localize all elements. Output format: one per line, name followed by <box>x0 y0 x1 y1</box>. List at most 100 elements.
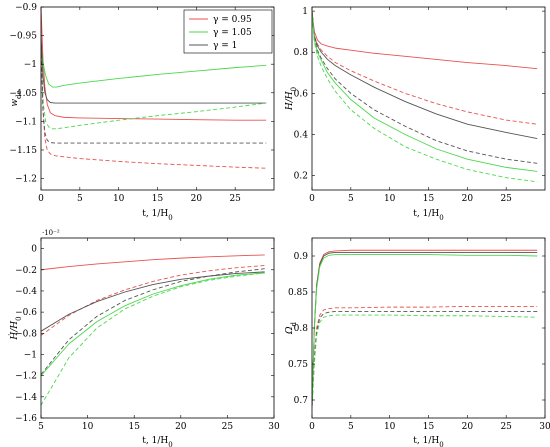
series-line-2 <box>41 265 265 336</box>
x-tick-label: 10 <box>384 422 396 432</box>
x-tick-label: 5 <box>38 422 44 432</box>
series-line-2 <box>312 251 538 408</box>
x-tick-label: 30 <box>539 422 550 432</box>
y-tick-label: 0 <box>31 245 37 255</box>
y-tick-label: −0.8 <box>15 329 37 339</box>
x-tick-label: 10 <box>82 422 94 432</box>
x-tick-label: 5 <box>348 194 354 204</box>
series-group <box>312 11 538 183</box>
y-tick-label: 0.4 <box>294 130 309 140</box>
x-tick-label: 15 <box>423 194 435 204</box>
y-axis-exponent: ·10⁻² <box>42 229 60 237</box>
chart-panel-2: 0 5 10 15 20 25 0.2 0.4 0.6 0.8 1 t, 1/H0 H/H0 <box>285 6 546 222</box>
y-tick-label: 0.85 <box>288 288 308 298</box>
y-tick-label: −1.2 <box>15 372 37 382</box>
series-line-4 <box>312 305 538 408</box>
x-axis-label: t, 1/H0 <box>413 436 443 447</box>
series-line-5 <box>312 11 538 172</box>
x-axis-label: t, 1/H0 <box>142 209 172 222</box>
x-tick-label: 20 <box>462 194 474 204</box>
y-tick-label: −1.6 <box>15 414 37 424</box>
y-tick-label: 0.6 <box>294 89 309 99</box>
legend-label: γ = 0.95 <box>213 15 252 25</box>
y-tick-label: 0.8 <box>294 324 309 334</box>
x-tick-label: 20 <box>175 422 187 432</box>
y-tick-label: 0.8 <box>294 48 309 58</box>
series-line-6 <box>41 41 267 144</box>
y-tick-label: −0.4 <box>15 287 37 297</box>
series-line-3 <box>312 254 538 408</box>
y-tick-label: −0.9 <box>15 3 37 13</box>
series-line-5 <box>41 47 267 130</box>
x-tick-label: 25 <box>222 422 234 432</box>
y-tick-label: −1 <box>24 350 37 360</box>
y-tick-label: 0.2 <box>294 172 308 182</box>
y-tick-label: −0.95 <box>9 32 37 42</box>
series-group <box>41 254 265 406</box>
series-line-5 <box>41 272 265 376</box>
x-tick-label: 25 <box>500 194 512 204</box>
series-line-4 <box>312 11 538 164</box>
series-line-1 <box>41 7 267 121</box>
x-tick-label: 15 <box>152 194 164 204</box>
x-tick-label: 15 <box>423 422 435 432</box>
series-line-3 <box>312 11 538 140</box>
y-tick-label: −1.4 <box>15 393 37 403</box>
y-tick-label: 1 <box>302 7 308 17</box>
series-group <box>312 249 538 408</box>
x-tick-label: 0 <box>38 194 44 204</box>
legend: γ = 0.95 γ = 1.05 γ = 1 <box>183 9 273 54</box>
y-tick-label: −1 <box>24 60 37 70</box>
x-axis-label: t, 1/H0 <box>413 209 443 222</box>
y-tick-label: 0.7 <box>294 396 309 406</box>
y-axis-label: H/H0 <box>285 87 298 111</box>
y-axis-label: wde <box>10 90 23 106</box>
series-line-4 <box>41 268 265 375</box>
series-line-2 <box>41 46 267 88</box>
series-line-3 <box>41 271 265 332</box>
y-tick-label: −0.6 <box>15 308 37 318</box>
x-tick-label: 10 <box>384 194 396 204</box>
y-axis-label: Ωd <box>285 322 298 335</box>
series-line-6 <box>41 272 265 406</box>
y-tick-label: −1.2 <box>15 175 37 185</box>
y-axis-label: Ḣ/H0 <box>8 316 23 340</box>
series-line-6 <box>312 11 538 183</box>
legend-label: γ = 1 <box>213 41 237 51</box>
series-line-2 <box>312 11 538 125</box>
series-line-1 <box>41 254 265 271</box>
series-line-5 <box>312 310 538 408</box>
x-tick-label: 30 <box>268 422 280 432</box>
legend-label: γ = 1.05 <box>213 28 252 38</box>
chart-panel-4: 0 5 10 15 20 25 30 0.7 0.75 0.8 0.85 0.9 t, 1/H0 Ωd <box>285 237 550 447</box>
series-line-4 <box>41 35 267 169</box>
plot-frame <box>40 237 275 419</box>
x-tick-label: 0 <box>309 422 315 432</box>
y-tick-label: 0.75 <box>288 360 308 370</box>
x-tick-label: 10 <box>113 194 125 204</box>
series-line-1 <box>312 249 538 408</box>
series-line-3 <box>41 35 267 104</box>
y-tick-label: −1.15 <box>9 146 37 156</box>
y-tick-label: −0.2 <box>15 266 37 276</box>
chart-panel-3: 5 10 15 20 25 30 −1.6 −1.4 −1.2 −1 −0.8 −0.6 −0.4 −0.… <box>8 229 280 447</box>
y-tick-label: −1.05 <box>9 89 37 99</box>
series-line-6 <box>312 314 538 408</box>
series-group <box>41 7 267 169</box>
plot-frame <box>311 237 546 419</box>
x-tick-label: 25 <box>229 194 241 204</box>
x-tick-label: 20 <box>191 194 203 204</box>
y-tick-label: −1.1 <box>15 117 37 127</box>
plot-frame <box>311 6 546 191</box>
x-tick-label: 0 <box>309 194 315 204</box>
x-axis-label: t, 1/H0 <box>142 436 172 447</box>
y-tick-label: 0.9 <box>294 252 309 262</box>
x-tick-label: 15 <box>128 422 140 432</box>
chart-panel-1: 0 5 10 15 20 25 −1.2 −1.15 −1.1 −1.05 −1 −0.95 −0.9 t… <box>9 3 275 222</box>
x-tick-label: 25 <box>500 422 512 432</box>
x-tick-label: 20 <box>462 422 474 432</box>
series-line-1 <box>312 11 538 70</box>
x-tick-label: 5 <box>77 194 83 204</box>
x-tick-label: 5 <box>348 422 354 432</box>
